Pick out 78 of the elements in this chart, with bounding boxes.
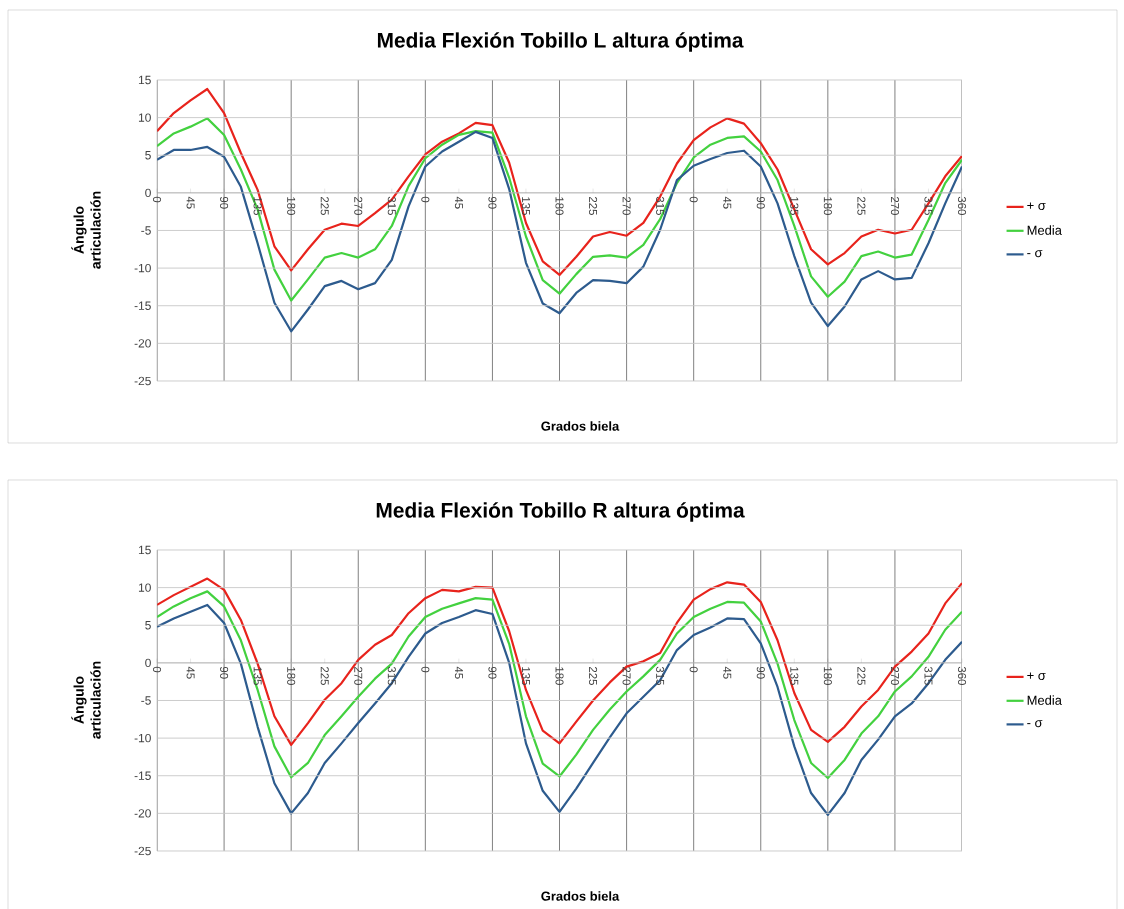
- x-tick-label: 135: [790, 667, 799, 686]
- x-axis-title: Grados biela: [541, 891, 620, 901]
- x-tick-label: 135: [253, 667, 262, 686]
- x-tick-label: 0: [689, 666, 698, 673]
- x-tick-label: 225: [320, 666, 329, 686]
- x-tick-label: 315: [924, 196, 933, 216]
- y-tick-label: 5: [145, 151, 151, 160]
- legend-label: + σ: [1027, 202, 1046, 211]
- x-tick-label: 0: [421, 666, 430, 673]
- y-tick-label: 5: [145, 621, 151, 630]
- x-tick-label: 270: [354, 196, 363, 216]
- x-tick-label: 45: [723, 196, 732, 209]
- x-tick-label: 90: [756, 666, 765, 679]
- x-tick-label: 45: [454, 196, 463, 209]
- x-tick-label: 45: [723, 666, 732, 679]
- x-tick-label: 225: [857, 666, 866, 686]
- y-tick-label: -20: [134, 339, 151, 348]
- x-tick-label: 90: [220, 666, 229, 679]
- x-tick-label: 0: [421, 196, 430, 203]
- x-tick-label: 45: [454, 666, 463, 679]
- x-tick-label: 135: [790, 197, 799, 216]
- x-tick-label: 45: [186, 196, 195, 209]
- x-tick-label: 180: [287, 667, 296, 686]
- legend-label: Media: [1027, 225, 1062, 235]
- x-tick-label: 270: [622, 196, 631, 216]
- y-tick-label: 15: [138, 545, 151, 555]
- legend-label: - σ: [1027, 720, 1043, 728]
- y-tick-label: -20: [134, 809, 151, 818]
- x-tick-label: 360: [957, 666, 967, 686]
- x-tick-label: 180: [823, 667, 832, 686]
- x-tick-label: 0: [152, 196, 162, 203]
- x-tick-label: 225: [589, 196, 598, 216]
- y-tick-label: -15: [134, 301, 151, 310]
- x-axis-title: Grados biela: [541, 421, 620, 431]
- y-tick-label: -25: [134, 846, 151, 856]
- x-tick-label: 0: [689, 196, 698, 203]
- x-tick-label: 315: [387, 196, 396, 216]
- x-tick-label: 180: [823, 197, 832, 216]
- x-tick-label: 135: [253, 197, 262, 216]
- x-tick-label: 315: [656, 196, 665, 216]
- x-tick-label: 270: [622, 666, 631, 686]
- x-tick-label: 360: [957, 196, 967, 216]
- x-tick-label: 90: [488, 196, 497, 209]
- y-tick-label: 15: [138, 75, 151, 85]
- x-tick-label: 0: [152, 666, 162, 673]
- y-axis-title: Ángulo articulación: [71, 661, 101, 739]
- x-tick-label: 270: [890, 666, 899, 686]
- x-tick-label: 45: [186, 666, 195, 679]
- y-tick-label: -10: [134, 263, 151, 273]
- x-tick-label: 225: [589, 666, 598, 686]
- x-tick-label: 90: [220, 196, 229, 209]
- x-tick-label: 225: [857, 196, 866, 216]
- x-tick-label: 270: [354, 666, 363, 686]
- x-tick-label: 270: [890, 196, 899, 216]
- y-tick-label: -25: [134, 376, 151, 386]
- x-tick-label: 90: [756, 196, 765, 209]
- legend-label: Media: [1027, 695, 1062, 705]
- chart-title: Media Flexión Tobillo R altura óptima: [376, 502, 745, 522]
- y-tick-label: -5: [141, 226, 151, 235]
- y-axis-title: Ángulo articulación: [71, 191, 101, 269]
- x-tick-label: 315: [656, 666, 665, 686]
- x-tick-label: 135: [521, 667, 531, 686]
- x-tick-label: 180: [287, 197, 296, 216]
- x-tick-label: 315: [387, 666, 396, 686]
- x-tick-label: 90: [488, 666, 497, 679]
- chart-title: Media Flexión Tobillo L altura óptima: [377, 32, 744, 52]
- y-tick-label: 10: [138, 583, 151, 592]
- x-tick-label: 225: [320, 196, 329, 216]
- x-tick-label: 180: [555, 667, 564, 686]
- y-tick-label: -15: [134, 771, 151, 780]
- x-tick-label: 135: [521, 197, 531, 216]
- legend-label: + σ: [1027, 672, 1046, 681]
- y-tick-label: 10: [138, 113, 151, 122]
- y-tick-label: -10: [134, 733, 151, 743]
- x-tick-label: 315: [924, 666, 933, 686]
- x-tick-label: 180: [555, 197, 564, 216]
- y-tick-label: -5: [141, 696, 151, 705]
- legend-label: - σ: [1027, 250, 1043, 258]
